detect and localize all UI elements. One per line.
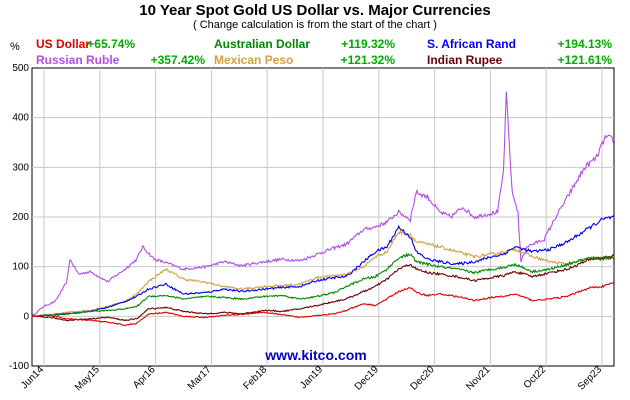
legend-change: +357.42% — [151, 53, 206, 67]
series-line — [31, 252, 615, 318]
x-tick-label: Oct22 — [522, 364, 549, 391]
y-tick-label: -100 — [9, 361, 29, 372]
legend: US Dollar+65.74% Australian Dollar +119.32… — [36, 37, 612, 67]
legend-label: S. African Rand — [427, 37, 516, 51]
x-axis-ticks: Jun14 May15 Apr16 Mar17 Feb18 Jan19 Dec19 Dec20… — [19, 364, 604, 393]
x-tick-label: Dec20 — [409, 364, 438, 393]
legend-label: Australian Dollar — [214, 37, 310, 51]
legend-change: +65.74% — [87, 37, 135, 51]
y-tick-label: 100 — [12, 262, 29, 273]
x-tick-label: Sep23 — [576, 364, 605, 393]
legend-change: +119.32% — [341, 37, 395, 51]
x-tick-label: Mar17 — [186, 364, 214, 392]
y-tick-label: 200 — [12, 212, 29, 223]
watermark: www.kitco.com — [264, 347, 366, 363]
y-axis-label: % — [10, 41, 20, 53]
y-tick-label: 500 — [12, 63, 29, 74]
x-tick-label: Apr16 — [131, 364, 158, 391]
series-line — [31, 282, 615, 327]
series-line — [32, 215, 615, 318]
x-tick-label: Nov21 — [464, 364, 493, 393]
x-tick-label: Dec19 — [353, 364, 382, 393]
x-tick-label: Feb18 — [241, 364, 269, 392]
series-line — [31, 91, 615, 318]
y-axis-ticks: -100 0 100 200 300 400 500 — [9, 63, 29, 372]
series-line — [31, 229, 615, 317]
legend-change: +121.32% — [341, 53, 396, 67]
legend-label: Mexican Peso — [214, 53, 293, 67]
y-tick-label: 0 — [23, 311, 29, 322]
series-line — [31, 254, 615, 322]
x-tick-label: May15 — [73, 364, 102, 393]
legend-label: Russian Ruble — [36, 53, 120, 67]
y-tick-label: 400 — [12, 113, 29, 124]
chart-subtitle: ( Change calculation is from the start o… — [193, 19, 437, 31]
y-tick-label: 300 — [12, 162, 29, 173]
chart-title: 10 Year Spot Gold US Dollar vs. Major Cu… — [139, 2, 491, 19]
legend-change: +194.13% — [558, 37, 613, 51]
legend-change: +121.61% — [558, 53, 613, 67]
x-tick-label: Jan19 — [298, 364, 325, 391]
series-lines — [31, 91, 615, 327]
legend-label: US Dollar — [36, 37, 90, 51]
legend-label: Indian Rupee — [427, 53, 503, 67]
